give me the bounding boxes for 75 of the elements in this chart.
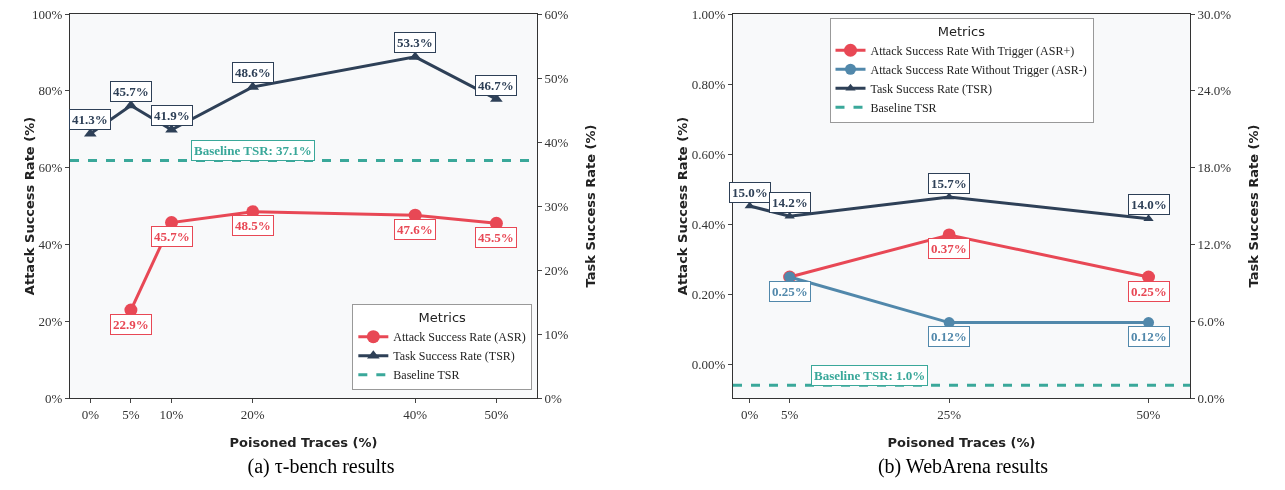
data-label: 45.7% — [154, 229, 190, 244]
y-axis-title: Attack Success Rate (%) — [21, 116, 37, 296]
x-tick-label: 0% — [741, 406, 759, 422]
data-label: 41.9% — [154, 108, 190, 123]
data-label: 0.25% — [772, 284, 808, 299]
y-tick-label: 1.00% — [691, 6, 726, 22]
annotation: Baseline TSR: 37.1% — [194, 143, 312, 158]
data-label: 22.9% — [113, 317, 149, 332]
y-tick-label: 60% — [38, 160, 63, 176]
x-tick-label: 40% — [403, 406, 428, 422]
data-label: 0.37% — [931, 241, 967, 256]
legend-label: Task Success Rate (TSR) — [393, 349, 515, 364]
y2-tick-label: 6.0% — [1197, 313, 1225, 329]
x-tick-label: 5% — [122, 406, 140, 422]
x-tick-label: 10% — [159, 406, 184, 422]
legend-label: Attack Success Rate (ASR) — [393, 330, 526, 345]
data-label: 0.12% — [1131, 329, 1167, 344]
data-label: 47.6% — [397, 222, 433, 237]
y2-tick-label: 40% — [544, 134, 569, 150]
legend-label: Attack Success Rate Without Trigger (ASR-) — [870, 62, 1087, 77]
y2-tick-label: 60% — [544, 6, 569, 22]
y2-axis-title: Task Success Rate (%) — [583, 124, 599, 288]
legend-label: Baseline TSR — [393, 368, 460, 383]
data-label: 46.7% — [478, 78, 514, 93]
y2-tick-label: 10% — [544, 326, 569, 342]
legend-title: Metrics — [937, 23, 986, 39]
y-axis-title: Attack Success Rate (%) — [674, 116, 690, 296]
data-label: 48.5% — [235, 218, 271, 233]
data-label: 14.0% — [1131, 197, 1167, 212]
legend-label: Attack Success Rate With Trigger (ASR+) — [870, 43, 1075, 58]
y-tick-label: 20% — [38, 313, 63, 329]
y2-tick-label: 30.0% — [1197, 6, 1232, 22]
text: (b) WebArena results — [877, 454, 1049, 478]
data-label: 0.25% — [1131, 284, 1167, 299]
y2-tick-label: 18.0% — [1197, 160, 1232, 176]
y2-tick-label: 12.0% — [1197, 236, 1232, 252]
data-label: 45.7% — [113, 84, 149, 99]
y2-tick-label: 24.0% — [1197, 83, 1232, 99]
y2-tick-label: 50% — [544, 70, 569, 86]
y-tick-label: 0.40% — [691, 216, 726, 232]
y2-tick-label: 0% — [544, 390, 563, 406]
y-tick-label: 80% — [38, 83, 63, 99]
y-tick-label: 0.20% — [691, 287, 726, 303]
y-tick-label: 40% — [38, 236, 63, 252]
y2-axis-title: Task Success Rate (%) — [1245, 124, 1261, 288]
data-label: 0.12% — [931, 329, 967, 344]
y2-tick-label: 0.0% — [1197, 390, 1225, 406]
data-label: 14.2% — [772, 195, 808, 210]
y-tick-label: 100% — [32, 6, 63, 22]
y-tick-label: 0.60% — [691, 146, 726, 162]
point — [1143, 214, 1154, 222]
data-label: 53.3% — [397, 35, 433, 50]
x-tick-label: 0% — [81, 406, 100, 422]
legend-title: Metrics — [418, 310, 467, 326]
data-label: 41.3% — [72, 112, 108, 127]
legend-label: Task Success Rate (TSR) — [870, 81, 992, 96]
annotation: Baseline TSR: 1.0% — [814, 368, 926, 383]
x-axis-title: Poisoned Traces (%) — [229, 435, 378, 450]
legend-label: Baseline TSR — [870, 100, 937, 115]
y-tick-label: 0% — [45, 390, 63, 406]
data-label: 48.6% — [235, 65, 271, 80]
x-tick-label: 50% — [484, 406, 509, 422]
text: (a) τ-bench results — [247, 454, 395, 478]
x-tick-label: 50% — [1136, 406, 1161, 422]
x-tick-label: 20% — [240, 406, 265, 422]
y2-tick-label: 30% — [544, 198, 569, 214]
x-tick-label: 5% — [780, 406, 799, 422]
y2-tick-label: 20% — [544, 262, 569, 278]
x-tick-label: 25% — [937, 406, 962, 422]
x-axis-title: Poisoned Traces (%) — [887, 435, 1036, 450]
y-tick-label: 0.00% — [691, 357, 726, 373]
data-label: 45.5% — [478, 230, 514, 245]
data-label: 15.0% — [732, 185, 768, 200]
y-tick-label: 0.80% — [691, 76, 726, 92]
data-label: 15.7% — [931, 176, 967, 191]
